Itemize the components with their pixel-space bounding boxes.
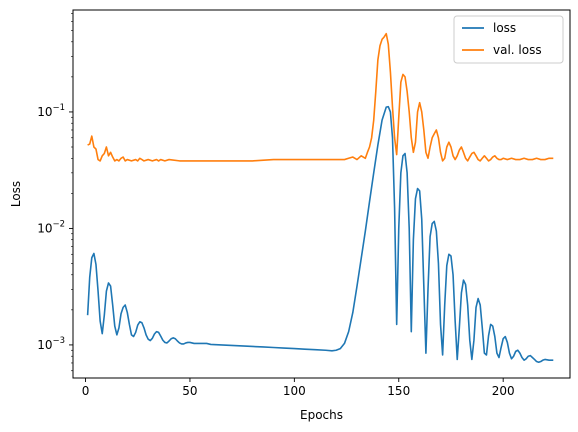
- x-tick-label: 150: [387, 384, 410, 398]
- x-axis-label: Epochs: [300, 408, 343, 422]
- series-line-loss: [86, 105, 554, 364]
- y-tick-label: 10−2: [37, 219, 65, 235]
- x-tick-label: 100: [283, 384, 306, 398]
- y-axis-label: Loss: [9, 181, 23, 207]
- legend: loss val. loss: [453, 15, 564, 64]
- y-tick-label: 10−1: [37, 103, 65, 119]
- x-tick-label: 200: [492, 384, 515, 398]
- y-tick-label: 10−3: [37, 336, 65, 352]
- series-line-val-loss: [87, 32, 554, 162]
- x-axis-ticks: 0 50 100 150 200: [82, 378, 515, 398]
- x-tick-label: 0: [82, 384, 90, 398]
- plot-frame: [72, 9, 571, 379]
- series-lines: [86, 32, 554, 364]
- legend-label-val-loss: val. loss: [493, 43, 542, 57]
- legend-label-loss: loss: [493, 21, 516, 35]
- x-tick-label: 50: [182, 384, 197, 398]
- y-axis-ticks: 10−3 10−2 10−1: [37, 13, 73, 372]
